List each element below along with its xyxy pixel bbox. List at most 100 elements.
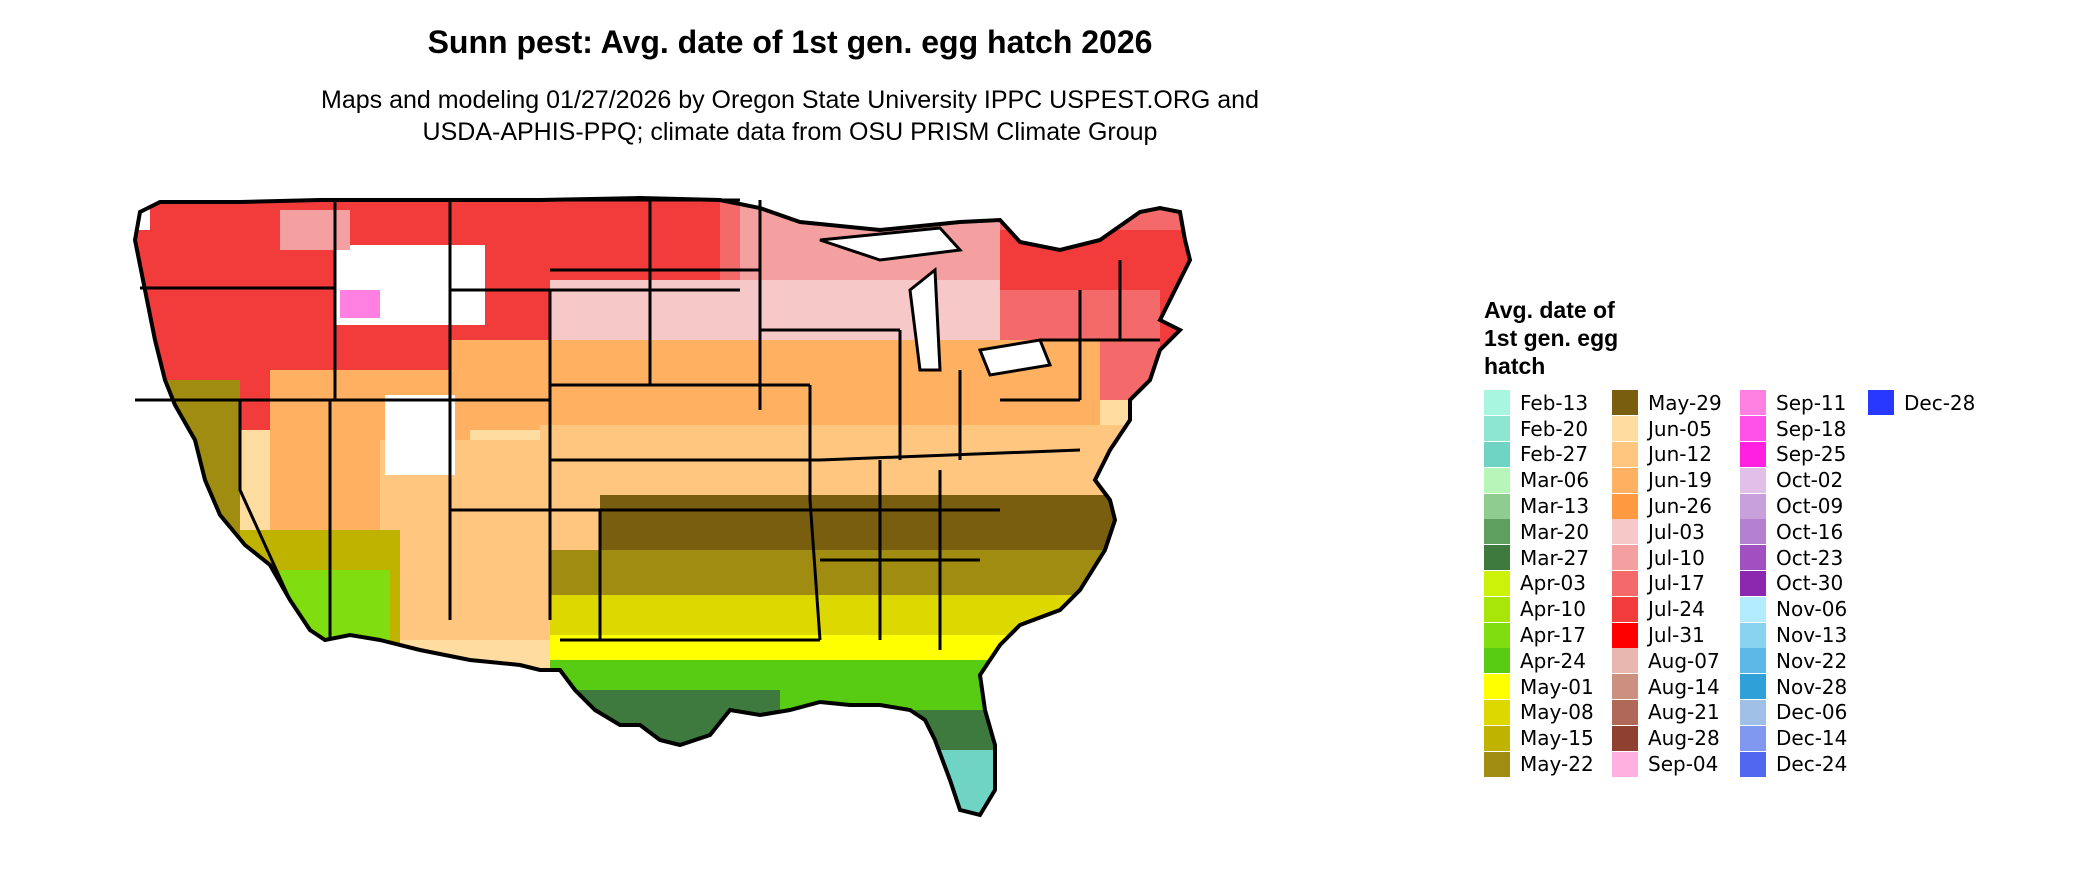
legend-label: Aug-14 [1648, 674, 1720, 699]
legend-swatch [1740, 416, 1766, 442]
great-lakes [819, 226, 1053, 377]
legend-swatch [1740, 648, 1766, 674]
legend-swatch [1612, 390, 1638, 416]
legend-item: Jun-05 [1612, 416, 1740, 442]
legend-swatch [1740, 674, 1766, 700]
legend-item: Mar-20 [1484, 519, 1612, 545]
legend-label: Aug-21 [1648, 700, 1720, 725]
legend-item: Oct-30 [1740, 570, 1868, 597]
legend-label: Jun-19 [1648, 468, 1712, 493]
legend-swatch [1740, 570, 1766, 596]
legend-label: Dec-14 [1776, 726, 1848, 751]
legend-swatch [1740, 519, 1766, 545]
map-subtitle: Maps and modeling 01/27/2026 by Oregon S… [0, 84, 1580, 148]
legend-item: Jun-26 [1612, 493, 1740, 519]
texas-south-tip [580, 755, 720, 815]
legend-item: Sep-04 [1612, 751, 1740, 777]
legend-swatch [1740, 467, 1766, 493]
legend-swatch [1612, 751, 1638, 777]
ky-tn-boundary [819, 448, 1081, 462]
lake-erie [977, 338, 1053, 377]
legend-item: Aug-28 [1612, 725, 1740, 751]
legend-label: Jun-05 [1648, 416, 1712, 441]
legend-label: Feb-13 [1520, 390, 1589, 415]
legend-item: Sep-11 [1740, 390, 1868, 416]
legend-label: Feb-27 [1520, 442, 1589, 467]
subtitle-line: Maps and modeling 01/27/2026 by Oregon S… [321, 86, 1259, 114]
legend-item: Feb-13 [1484, 390, 1612, 416]
legend-item: Jul-31 [1612, 622, 1740, 648]
legend-item: Mar-27 [1484, 545, 1612, 571]
legend-column: Dec-28 [1868, 390, 1996, 777]
legend-label: Sep-11 [1776, 390, 1847, 415]
legend-label: Nov-06 [1776, 597, 1848, 622]
legend-label: Mar-13 [1520, 494, 1590, 519]
legend-item: Mar-13 [1484, 493, 1612, 519]
legend-swatch [1612, 519, 1638, 545]
legend-label: Nov-13 [1776, 623, 1848, 648]
legend-item: May-29 [1612, 390, 1740, 416]
legend-swatch [1612, 570, 1638, 596]
legend-label: Oct-30 [1776, 571, 1844, 596]
legend-item: Dec-14 [1740, 725, 1868, 751]
legend-label: Oct-16 [1776, 519, 1844, 544]
legend-swatch [1484, 570, 1510, 596]
legend-label: Mar-06 [1520, 468, 1590, 493]
state-boundaries [135, 198, 1160, 650]
legend-item: Apr-17 [1484, 622, 1612, 648]
legend-label: May-15 [1520, 726, 1594, 751]
legend-item: Jul-24 [1612, 596, 1740, 622]
legend-item: Nov-06 [1740, 596, 1868, 622]
legend-item: Jun-19 [1612, 467, 1740, 493]
legend-item: Nov-22 [1740, 648, 1868, 674]
legend-title-line: Avg. date of [1484, 297, 1615, 323]
legend-label: Apr-03 [1520, 571, 1586, 596]
legend-item: Mar-06 [1484, 467, 1612, 493]
legend-swatch [1740, 493, 1766, 519]
legend-label: Nov-22 [1776, 648, 1848, 673]
legend-item: Nov-28 [1740, 674, 1868, 700]
legend-swatch [1740, 622, 1766, 648]
legend-label: Jul-31 [1648, 623, 1705, 648]
legend-column: Feb-13 Feb-20 Feb-27 Mar-06 Mar-13 Mar-20 Mar-… [1484, 390, 1612, 777]
legend-swatch [1484, 648, 1510, 674]
legend-label: Jul-24 [1648, 597, 1705, 622]
legend-item: Sep-25 [1740, 441, 1868, 468]
legend-item: Aug-14 [1612, 674, 1740, 700]
legend-item: Jul-10 [1612, 545, 1740, 571]
legend-label: Oct-09 [1776, 494, 1844, 519]
legend-swatch [1612, 622, 1638, 648]
legend-label: Sep-04 [1648, 752, 1719, 777]
mo-boundary [808, 385, 822, 641]
legend-item: Jul-03 [1612, 519, 1740, 545]
california-valley [150, 380, 240, 540]
legend-swatch [1612, 648, 1638, 674]
legend-swatch [1612, 725, 1638, 751]
legend-label: Aug-07 [1648, 648, 1720, 673]
legend-item: Oct-16 [1740, 519, 1868, 545]
legend-label: Oct-02 [1776, 468, 1844, 493]
legend-item: Jun-12 [1612, 441, 1740, 468]
legend-item: Oct-02 [1740, 467, 1868, 493]
legend-swatch [1868, 390, 1894, 416]
legend-label: Sep-25 [1776, 442, 1847, 467]
legend-item: Dec-06 [1740, 699, 1868, 726]
legend-item: Apr-10 [1484, 596, 1612, 622]
legend-item: Dec-24 [1740, 751, 1868, 777]
legend-label: May-22 [1520, 752, 1594, 777]
idaho-patch [280, 210, 350, 250]
legend-item: Apr-24 [1484, 648, 1612, 674]
south-yellow-band [550, 595, 1110, 640]
legend-swatch [1484, 519, 1510, 545]
legend-swatch [1484, 416, 1510, 442]
legend-label: Jun-26 [1648, 494, 1712, 519]
legend-swatch [1484, 493, 1510, 519]
legend-item: Dec-28 [1868, 390, 1996, 416]
washington-snow [135, 198, 150, 230]
legend-title-line: hatch [1484, 353, 1546, 379]
legend-item: Aug-21 [1612, 699, 1740, 726]
legend-label: May-29 [1648, 390, 1722, 415]
legend-item: Oct-09 [1740, 493, 1868, 519]
legend-label: Mar-20 [1520, 519, 1590, 544]
legend-columns: Feb-13 Feb-20 Feb-27 Mar-06 Mar-13 Mar-20 Mar-… [1484, 390, 1996, 777]
